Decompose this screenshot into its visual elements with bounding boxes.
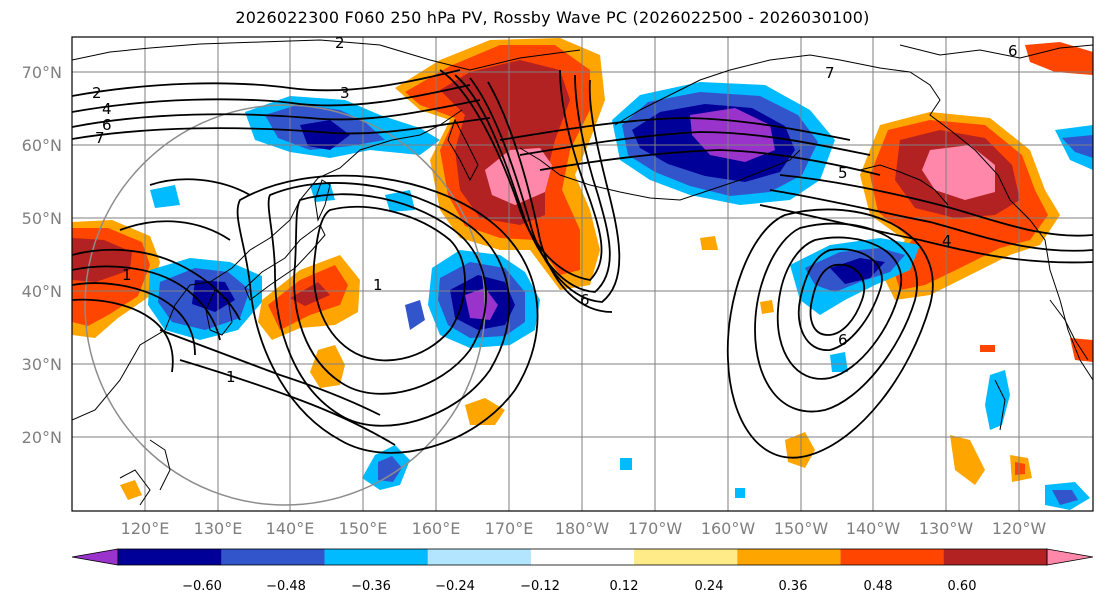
map-frame [71,36,1094,512]
lat-label-30n: 30°N [22,355,62,374]
contour-label: 6 [102,116,112,134]
latitude-labels: 70°N 60°N 50°N 40°N 30°N 20°N [22,63,62,447]
contour-label: 6 [580,291,590,309]
colorbar-swatch [840,549,945,565]
longitude-labels: 120°E 130°E 140°E 150°E 160°E 170°E 180°… [121,519,1047,538]
lon-label: 180°W [555,519,610,538]
lon-label: 130°W [919,519,974,538]
lon-label: 140°E [266,519,315,538]
lon-label: 150°E [339,519,388,538]
small-anomaly-blobs [120,42,1093,510]
colorbar: −0.60 −0.48 −0.36 −0.24 −0.12 0.12 0.24 … [71,548,1094,594]
contour-label: 7 [825,64,835,82]
lon-label: 160°W [701,519,756,538]
colorbar-tick-label: 0.12 [610,579,639,594]
lon-label: 130°E [194,519,243,538]
colorbar-tick-label: −0.24 [435,579,475,594]
lon-label: 140°W [846,519,901,538]
contour-label: 4 [102,100,112,118]
pv-contours [72,69,1093,459]
pv-anomaly-fills [72,38,1093,510]
coastlines [72,39,1093,506]
colorbar-swatch [221,549,325,565]
colorbar-extend-low [71,548,119,566]
contour-label: 6 [838,331,848,349]
lon-label: 160°E [412,519,461,538]
contour-label: 1 [122,266,132,284]
negative-anomaly-siberia [245,96,440,158]
colorbar-tick-label: −0.48 [266,579,306,594]
contour-label: 1 [373,276,383,294]
lon-label: 120°W [992,519,1047,538]
colorbar-swatches [71,548,1094,566]
colorbar-swatch [530,549,635,565]
lon-label: 170°E [485,519,534,538]
colorbar-swatch [634,549,738,565]
colorbar-tick-label: −0.36 [351,579,391,594]
colorbar-tick-label: 0.24 [695,579,724,594]
colorbar-ticks: −0.60 −0.48 −0.36 −0.24 −0.12 0.12 0.24 … [182,579,976,594]
colorbar-tick-label: 0.60 [948,579,977,594]
lon-label: 170°W [628,519,683,538]
colorbar-tick-label: −0.12 [520,579,560,594]
contour-label: 7 [95,129,105,147]
negative-anomaly-central-pacific [428,250,540,348]
contour-label: 6 [1008,42,1018,60]
colorbar-swatch [324,549,429,565]
lat-label-60n: 60°N [22,136,62,155]
colorbar-tick-label: 0.48 [864,579,893,594]
contour-label: 4 [942,232,952,250]
colorbar-tick-label: 0.36 [779,579,808,594]
colorbar-swatch [737,549,842,565]
contour-labels: 2 4 6 7 3 1 1 2 6 7 5 4 6 6 1 [92,34,1018,386]
colorbar-swatch [943,549,1048,565]
contour-label: 3 [340,84,350,102]
map-title: 2026022300 F060 250 hPa PV, Rossby Wave … [235,8,870,27]
positive-anomaly-japan [258,255,360,340]
contour-label: 2 [92,84,102,102]
colorbar-swatch [118,549,222,565]
colorbar-swatch [427,549,532,565]
lat-label-20n: 20°N [22,428,62,447]
colorbar-extend-high [1046,548,1094,566]
lat-label-50n: 50°N [22,209,62,228]
lat-label-70n: 70°N [22,63,62,82]
contour-label: 5 [838,164,848,182]
colorbar-tick-label: −0.60 [182,579,222,594]
lon-label: 150°W [774,519,829,538]
lon-label: 120°E [121,519,170,538]
colorbar-outline [117,548,1048,566]
contour-label: 1 [226,368,236,386]
contour-label: 2 [335,34,345,52]
lat-label-40n: 40°N [22,282,62,301]
